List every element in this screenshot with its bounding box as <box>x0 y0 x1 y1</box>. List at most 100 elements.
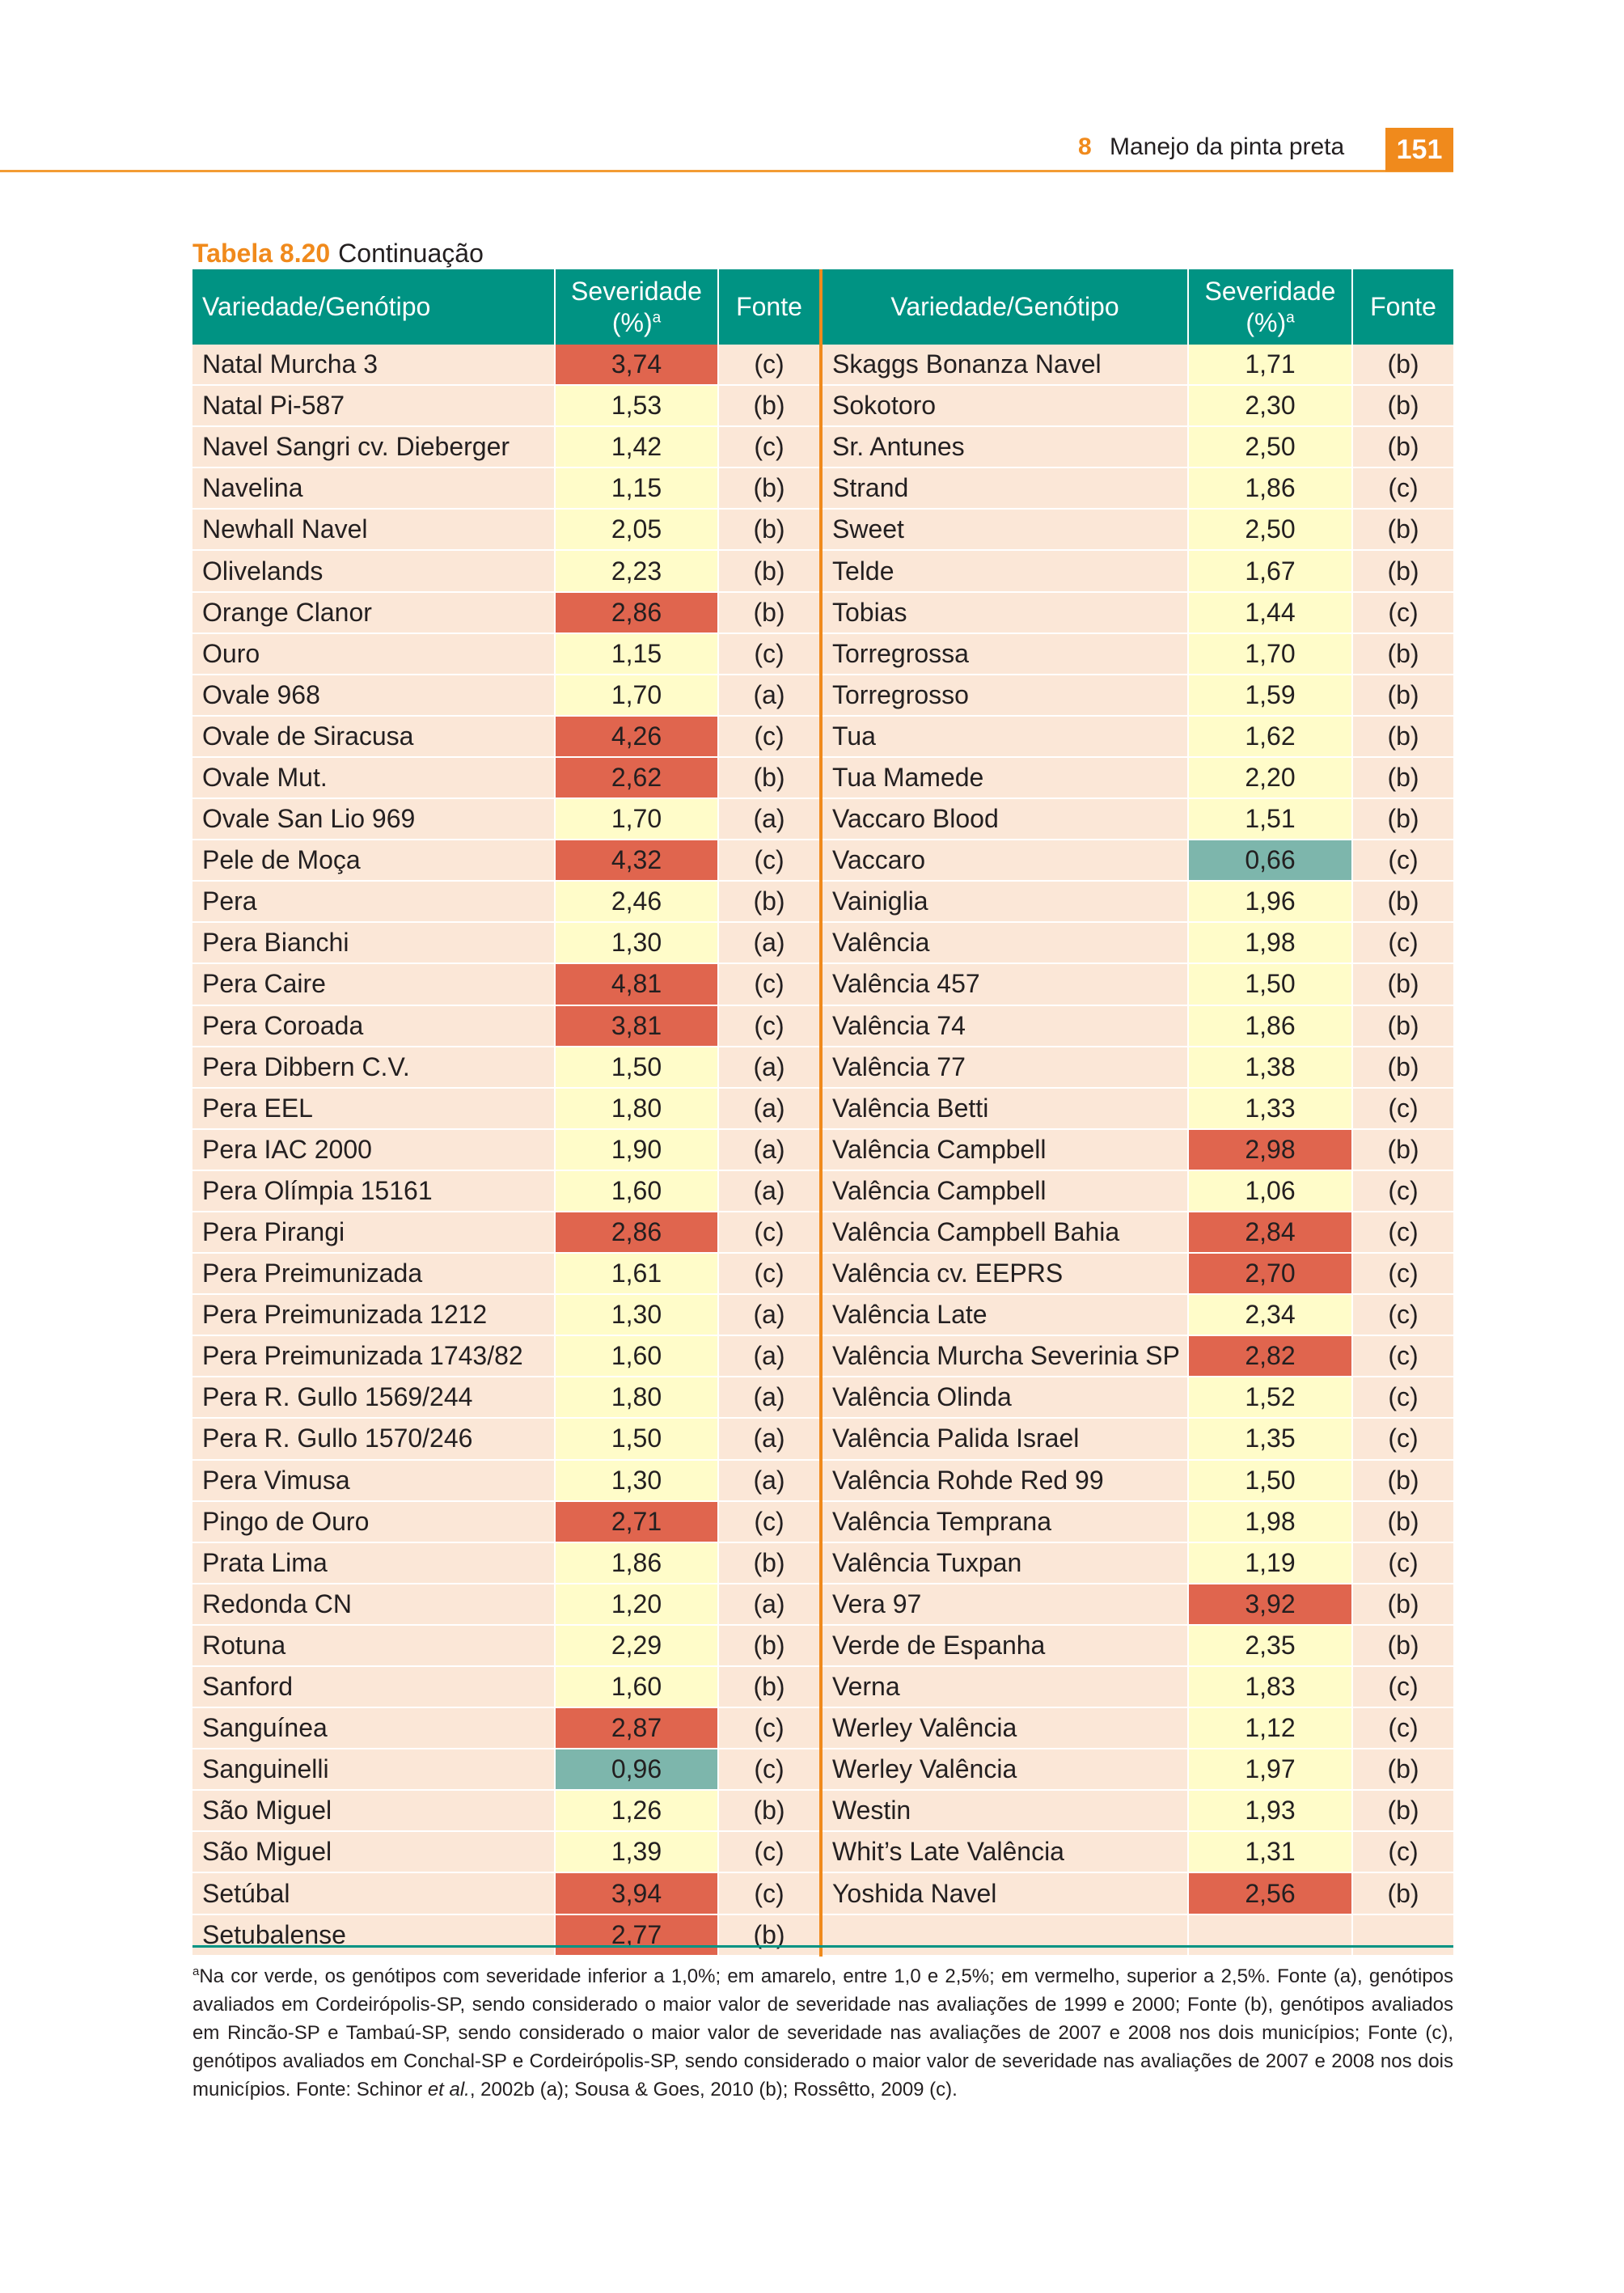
table-row: Pera Pirangi 2,86 (c) <box>192 1211 819 1254</box>
severity-cell: 1,70 <box>1188 632 1353 675</box>
source-cell: (b) <box>1352 345 1453 387</box>
table-row: Whit’s Late Valência 1,31 (c) <box>823 1831 1453 1874</box>
variety-cell: Valência Temprana <box>823 1500 1189 1543</box>
caption-label: Tabela 8.20 <box>192 239 331 268</box>
source-cell: (c) <box>718 1500 819 1543</box>
table-row: Valência 457 1,50 (b) <box>823 963 1453 1006</box>
source-cell: (c) <box>1352 1377 1453 1419</box>
source-cell: (b) <box>1352 426 1453 469</box>
source-cell: (c) <box>1352 1087 1453 1130</box>
variety-cell: Vaccaro Blood <box>823 798 1189 841</box>
severity-cell: 2,56 <box>1188 1872 1353 1915</box>
table-row: Torregrosso 1,59 (b) <box>823 674 1453 717</box>
variety-cell: Valência Olinda <box>823 1377 1189 1419</box>
source-cell: (b) <box>718 1666 819 1709</box>
table-row: Ovale de Siracusa 4,26 (c) <box>192 715 819 758</box>
source-cell: (b) <box>718 1914 819 1957</box>
severity-cell: 2,62 <box>555 756 719 800</box>
variety-cell: Prata Lima <box>192 1542 556 1584</box>
source-cell: (c) <box>1352 1294 1453 1337</box>
variety-cell: Valência Campbell <box>823 1128 1189 1171</box>
table-row: Valência Late 2,34 (c) <box>823 1294 1453 1337</box>
source-cell: (c) <box>1352 922 1453 965</box>
severity-cell: 1,59 <box>1188 674 1353 717</box>
table-row: Werley Valência 1,12 (c) <box>823 1707 1453 1750</box>
table-row: Ovale 968 1,70 (a) <box>192 674 819 717</box>
severity-cell: 2,77 <box>555 1914 719 1957</box>
footnote-text-end: , 2002b (a); Sousa & Goes, 2010 (b); Ros… <box>469 2079 958 2101</box>
severity-cell: 2,30 <box>1188 385 1353 428</box>
variety-cell: Sanguinelli <box>192 1749 556 1792</box>
source-cell: (b) <box>1352 881 1453 924</box>
source-cell: (a) <box>718 1418 819 1461</box>
variety-cell: Valência Late <box>823 1294 1189 1337</box>
source-cell: (b) <box>718 756 819 800</box>
severity-cell: 1,98 <box>1188 922 1353 965</box>
table-row: Pera Dibbern C.V. 1,50 (a) <box>192 1046 819 1089</box>
variety-cell: Pera EEL <box>192 1087 556 1130</box>
table-row: Pera EEL 1,80 (a) <box>192 1087 819 1130</box>
severity-cell: 1,50 <box>1188 1459 1353 1502</box>
table-row: Pera Preimunizada 1212 1,30 (a) <box>192 1294 819 1337</box>
header-source: Fonte <box>1352 269 1453 345</box>
severity-cell <box>1188 1914 1353 1957</box>
severity-cell: 1,51 <box>1188 798 1353 841</box>
table-row <box>823 1914 1453 1957</box>
source-cell: (a) <box>718 674 819 717</box>
severity-cell: 4,26 <box>555 715 719 758</box>
header-severity: Severidade (%)a <box>1188 269 1353 345</box>
variety-cell: Telde <box>823 550 1189 593</box>
table-row: Pera Preimunizada 1,61 (c) <box>192 1253 819 1296</box>
table-row: Valência Rohde Red 99 1,50 (b) <box>823 1459 1453 1502</box>
header-rule <box>0 170 1453 172</box>
variety-cell: Ouro <box>192 632 556 675</box>
severity-cell: 1,80 <box>555 1087 719 1130</box>
variety-cell: Westin <box>823 1790 1189 1833</box>
severity-cell: 1,83 <box>1188 1666 1353 1709</box>
table-row: Natal Murcha 3 3,74 (c) <box>192 345 819 387</box>
variety-cell: Sanford <box>192 1666 556 1709</box>
variety-cell: Newhall Navel <box>192 509 556 552</box>
table-row: Sr. Antunes 2,50 (b) <box>823 426 1453 469</box>
table-row: Pera Vimusa 1,30 (a) <box>192 1459 819 1502</box>
severity-cell: 1,50 <box>555 1046 719 1089</box>
source-cell: (b) <box>718 467 819 510</box>
source-cell: (b) <box>1352 1583 1453 1626</box>
source-cell: (b) <box>1352 1500 1453 1543</box>
source-cell: (b) <box>718 1624 819 1668</box>
source-cell: (c) <box>718 1831 819 1874</box>
variety-cell: Werley Valência <box>823 1749 1189 1792</box>
table-row: Navel Sangri cv. Dieberger 1,42 (c) <box>192 426 819 469</box>
table-row: Skaggs Bonanza Navel 1,71 (b) <box>823 345 1453 387</box>
table-row: Pele de Moça 4,32 (c) <box>192 840 819 882</box>
severity-cell: 2,34 <box>1188 1294 1353 1337</box>
severity-cell: 0,96 <box>555 1749 719 1792</box>
source-cell: (a) <box>718 1128 819 1171</box>
source-cell: (b) <box>718 1542 819 1584</box>
table-row: Pingo de Ouro 2,71 (c) <box>192 1500 819 1543</box>
severity-cell: 1,33 <box>1188 1087 1353 1130</box>
table-row: Orange Clanor 2,86 (b) <box>192 591 819 634</box>
source-cell: (c) <box>1352 467 1453 510</box>
source-cell: (b) <box>718 550 819 593</box>
variety-cell: Verna <box>823 1666 1189 1709</box>
severity-cell: 1,86 <box>1188 1005 1353 1047</box>
variety-cell: Valência Palida Israel <box>823 1418 1189 1461</box>
severity-cell: 2,35 <box>1188 1624 1353 1668</box>
source-cell: (c) <box>1352 1542 1453 1584</box>
source-cell: (b) <box>1352 674 1453 717</box>
severity-cell: 1,38 <box>1188 1046 1353 1089</box>
variety-cell: Valência Campbell Bahia <box>823 1211 1189 1254</box>
table-row: Tobias 1,44 (c) <box>823 591 1453 634</box>
source-cell: (c) <box>718 632 819 675</box>
variety-cell: Vainiglia <box>823 881 1189 924</box>
variety-cell: Pele de Moça <box>192 840 556 882</box>
source-cell: (c) <box>1352 591 1453 634</box>
severity-cell: 1,06 <box>1188 1170 1353 1212</box>
severity-cell: 1,50 <box>555 1418 719 1461</box>
table-left-half: Variedade/Genótipo Severidade (%)a Fonte … <box>192 269 819 1957</box>
severity-cell: 1,12 <box>1188 1707 1353 1750</box>
severity-cell: 2,29 <box>555 1624 719 1668</box>
severity-cell: 3,92 <box>1188 1583 1353 1626</box>
variety-cell <box>823 1914 1189 1957</box>
